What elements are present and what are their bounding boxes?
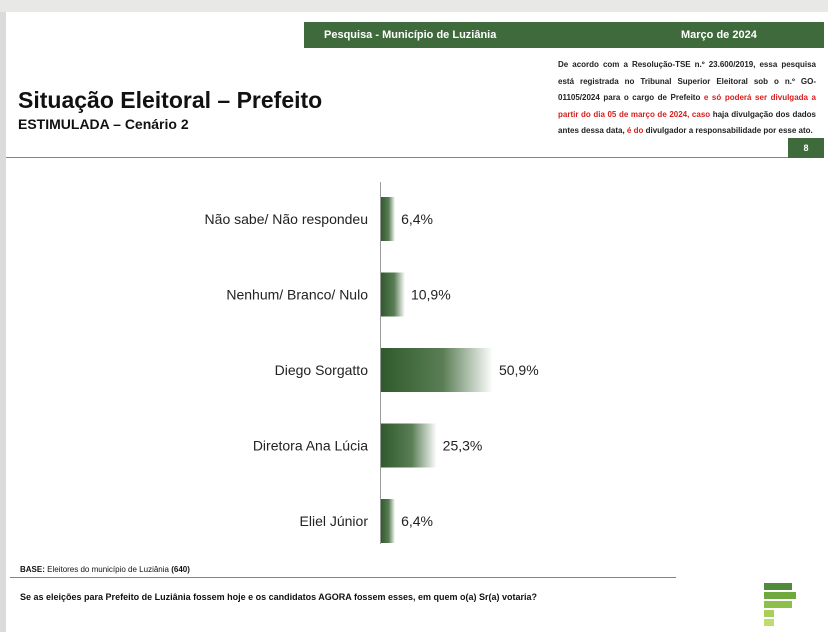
base-note: BASE: Eleitores do município de Luziânia… — [20, 565, 190, 574]
page-number: 8 — [788, 138, 824, 158]
category-label: Nenhum/ Branco/ Nulo — [226, 287, 368, 303]
value-label: 10,9% — [411, 287, 451, 303]
disclaimer-text-b: haja divulgação dos dados antes dessa da… — [558, 109, 816, 136]
header-divider — [6, 157, 788, 158]
header-bar: Pesquisa - Município de Luziânia Março d… — [304, 22, 824, 48]
bar — [381, 499, 396, 543]
category-label: Eliel Júnior — [300, 513, 369, 529]
base-count: (640) — [171, 565, 190, 574]
page-title: Situação Eleitoral – Prefeito — [18, 87, 323, 113]
bar — [381, 197, 396, 241]
page-subtitle: ESTIMULADA – Cenário 2 — [18, 116, 189, 132]
value-label: 50,9% — [499, 362, 539, 378]
footer-divider — [10, 577, 676, 578]
survey-date: Março de 2024 — [681, 29, 757, 41]
legal-disclaimer: De acordo com a Resolução-TSE n.º 23.600… — [558, 57, 816, 140]
disclaimer-text-c: divulgador a responsabilidade por esse a… — [643, 126, 813, 135]
company-logo — [764, 583, 796, 626]
survey-question: Se as eleições para Prefeito de Luziânia… — [20, 592, 538, 602]
disclaimer-red-b: é do — [626, 126, 644, 135]
value-label: 6,4% — [401, 211, 433, 227]
category-label: Não sabe/ Não respondeu — [205, 211, 368, 227]
value-label: 6,4% — [401, 513, 433, 529]
category-label: Diego Sorgatto — [275, 362, 369, 378]
disclaimer-text-a: De acordo com a Resolução-TSE n.º 23.600… — [558, 60, 816, 102]
disclaimer-red-a: e só poderá ser divulgada a partir do di… — [558, 93, 816, 119]
window-top-strip — [0, 0, 828, 12]
value-label: 25,3% — [443, 438, 483, 454]
bar — [381, 423, 437, 468]
bar — [381, 272, 405, 317]
bar-chart: Não sabe/ Não respondeu 6,4% Nenhum/ Branc… — [205, 182, 539, 544]
base-text: Eleitores do município de Luziânia — [47, 565, 169, 574]
bar — [381, 348, 493, 392]
category-label: Diretora Ana Lúcia — [253, 438, 368, 454]
slide: Pesquisa - Município de Luziânia Março d… — [6, 12, 828, 632]
base-label: BASE: — [20, 565, 45, 574]
survey-name: Pesquisa - Município de Luziânia — [324, 29, 497, 41]
